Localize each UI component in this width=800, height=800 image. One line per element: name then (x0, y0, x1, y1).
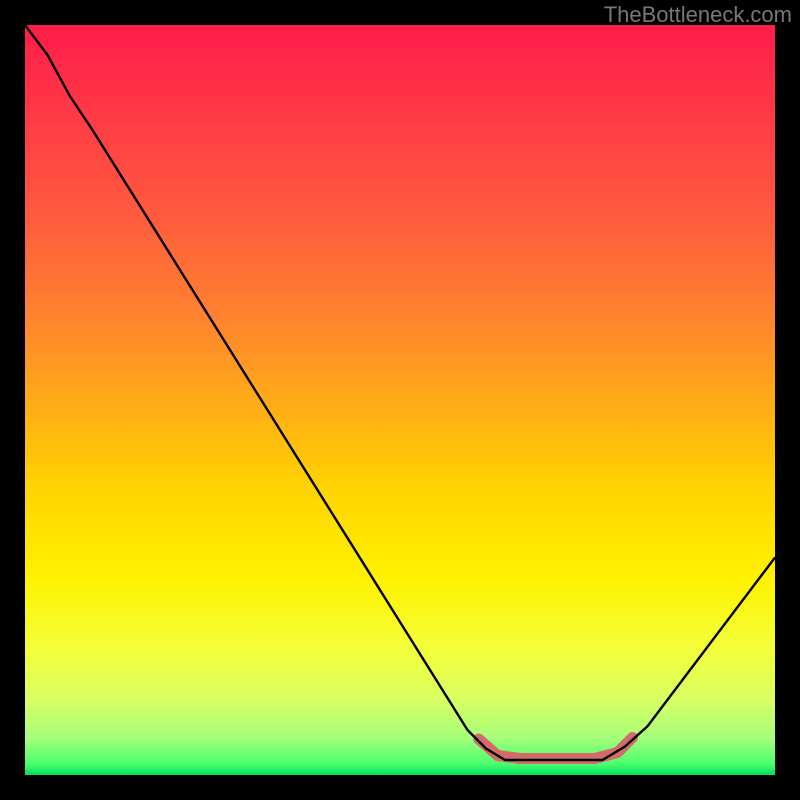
chart-root: TheBottleneck.com (0, 0, 800, 800)
watermark-text: TheBottleneck.com (604, 2, 792, 28)
bottleneck-curve (25, 25, 775, 760)
curve-layer (25, 25, 775, 775)
